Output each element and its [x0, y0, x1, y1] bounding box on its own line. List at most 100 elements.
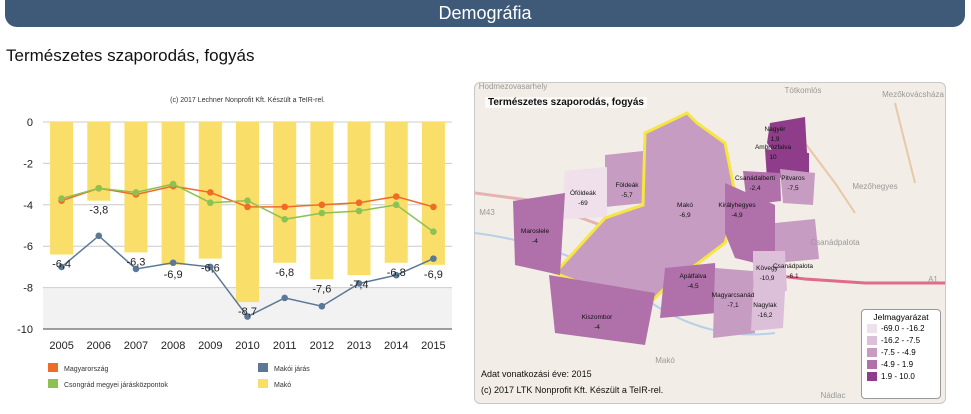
settlement-label: Királyhegyes -4,9: [718, 202, 756, 219]
x-tick-label: 2014: [384, 340, 408, 352]
basemap-label: A1: [928, 275, 938, 284]
point-makói-járás: [318, 302, 326, 310]
legend-swatch: [867, 335, 877, 345]
x-tick-label: 2013: [347, 340, 371, 352]
point-csongrád-megyei-járásközpontok: [318, 209, 326, 217]
x-tick-label: 2007: [124, 340, 148, 352]
point-makói-járás: [430, 255, 437, 262]
legend-swatch: [48, 363, 58, 372]
map-legend-item: -69.0 - -16.2: [862, 322, 940, 334]
bar-2013: [347, 122, 371, 276]
x-tick-label: 2015: [421, 340, 445, 352]
point-makói-járás: [244, 313, 251, 320]
legend-label: Makó: [274, 382, 291, 389]
basemap-label: Nádlac: [821, 391, 846, 400]
point-makói-járás: [169, 259, 177, 267]
map-legend-item: -7.5 - -4.9: [862, 346, 940, 358]
data-label: -6,9: [424, 269, 443, 281]
point-csongrád-megyei-járásközpontok: [58, 195, 65, 202]
point-magyarország: [430, 203, 437, 211]
point-makói-járás: [132, 265, 140, 273]
point-magyarország: [318, 201, 326, 209]
data-label: -7,4: [350, 279, 369, 291]
region-maroslele[interactable]: [513, 193, 565, 275]
settlement-label: Pitvaros -7,5: [781, 175, 805, 192]
settlement-label: Kövegy -10,9: [756, 265, 778, 282]
basemap-label: Tótkomlós: [785, 86, 822, 95]
legend-label: Csongrád megyei járásközpontok: [64, 382, 168, 389]
natural-increase-chart: (c) 2017 Lechner Nonprofit Kft. Készült …: [17, 97, 452, 389]
legend-swatch: [867, 323, 877, 333]
x-tick-label: 2011: [273, 340, 297, 352]
data-label: -3,8: [89, 205, 108, 217]
bar-2010: [235, 122, 260, 303]
basemap-label: Mezőkovácsháza: [882, 90, 944, 99]
y-tick-label: -6: [23, 241, 33, 253]
region-nagylak[interactable]: [751, 288, 785, 331]
region-kiralyhegyes[interactable]: [725, 183, 775, 268]
map-year-note: Adat vonatkozási éve: 2015: [481, 369, 592, 379]
region-kovegy[interactable]: [753, 251, 787, 293]
settlement-label: Csanádpalota -6,1: [773, 263, 813, 280]
region-kiszombor[interactable]: [549, 275, 655, 345]
bar-2011: [273, 122, 297, 263]
point-makói-járás: [355, 280, 363, 287]
basemap-label: Hodmezovasarhely: [479, 83, 547, 91]
region-csanadpalota[interactable]: [775, 219, 819, 263]
y-tick-label: -8: [23, 283, 33, 295]
data-label: -6,3: [126, 256, 145, 268]
data-label: -6,6: [201, 263, 220, 275]
region-magyarcsanad[interactable]: [713, 268, 755, 338]
settlement-label: Földeák -5,7: [615, 182, 639, 199]
settlement-label: Ambrózfalva 10: [755, 144, 792, 161]
x-tick-label: 2012: [310, 340, 334, 352]
y-tick-label: -10: [17, 324, 33, 336]
legend-swatch: [48, 379, 58, 388]
legend-swatch: [867, 347, 877, 357]
page-title: Természetes szaporodás, fogyás: [6, 46, 255, 65]
data-label: -6,8: [275, 267, 294, 279]
point-magyarország: [392, 193, 400, 200]
region-nagyer[interactable]: [767, 117, 807, 161]
x-tick-label: 2005: [49, 340, 73, 352]
map-panel[interactable]: Nagyér 1,9 Ambrózfalva 10 Csanádalberti -2,4 P…: [474, 82, 946, 404]
point-csongrád-megyei-járásközpontok: [281, 215, 288, 223]
settlement-label: Maroslele -4: [521, 228, 550, 245]
y-tick-label: -2: [23, 158, 33, 170]
legend-swatch: [258, 379, 268, 388]
legend-swatch: [258, 363, 268, 372]
point-csongrád-megyei-járásközpontok: [132, 189, 140, 196]
legend-label: 1.9 - 10.0: [881, 371, 915, 381]
region-apatfalva[interactable]: [660, 263, 717, 318]
point-csongrád-megyei-járásközpontok: [392, 201, 400, 209]
point-magyarország: [355, 199, 363, 207]
basemap-label: Mezőhegyes: [852, 182, 897, 191]
bar-2008: [161, 122, 185, 265]
basemap-label: M43: [479, 208, 495, 217]
point-makói-járás: [95, 232, 103, 240]
settlement-label: Csanádalberti -2,4: [735, 175, 775, 192]
point-magyarország: [207, 189, 214, 196]
point-csongrád-megyei-járásközpontok: [207, 199, 214, 207]
bar-2005: [50, 122, 74, 255]
legend-label: Magyarország: [64, 366, 108, 373]
settlement-label: Óföldeák -69: [570, 188, 597, 207]
data-label: -6,8: [387, 267, 406, 279]
map-legend: Jelmagyarázat -69.0 - -16.2 -16.2 - -7.5 -…: [861, 309, 941, 399]
basemap-label: Csanádpalota: [810, 238, 860, 247]
section-header: Demográfia: [5, 0, 965, 27]
legend-label: -4.9 - 1.9: [881, 359, 914, 369]
map-legend-item: 1.9 - 10.0: [862, 370, 940, 382]
bar-2012: [310, 122, 334, 280]
point-csongrád-megyei-járásközpontok: [430, 228, 437, 236]
point-makói-járás: [281, 294, 288, 302]
legend-swatch: [867, 371, 877, 381]
data-label: -6,4: [52, 258, 71, 270]
point-csongrád-megyei-járásközpontok: [169, 180, 177, 188]
region-foldeak[interactable]: [605, 151, 645, 207]
y-tick-label: -4: [23, 200, 33, 212]
region-ofoldeak[interactable]: [561, 167, 607, 219]
region-pitvaros[interactable]: [780, 169, 815, 205]
legend-label: -69.0 - -16.2: [881, 323, 925, 333]
